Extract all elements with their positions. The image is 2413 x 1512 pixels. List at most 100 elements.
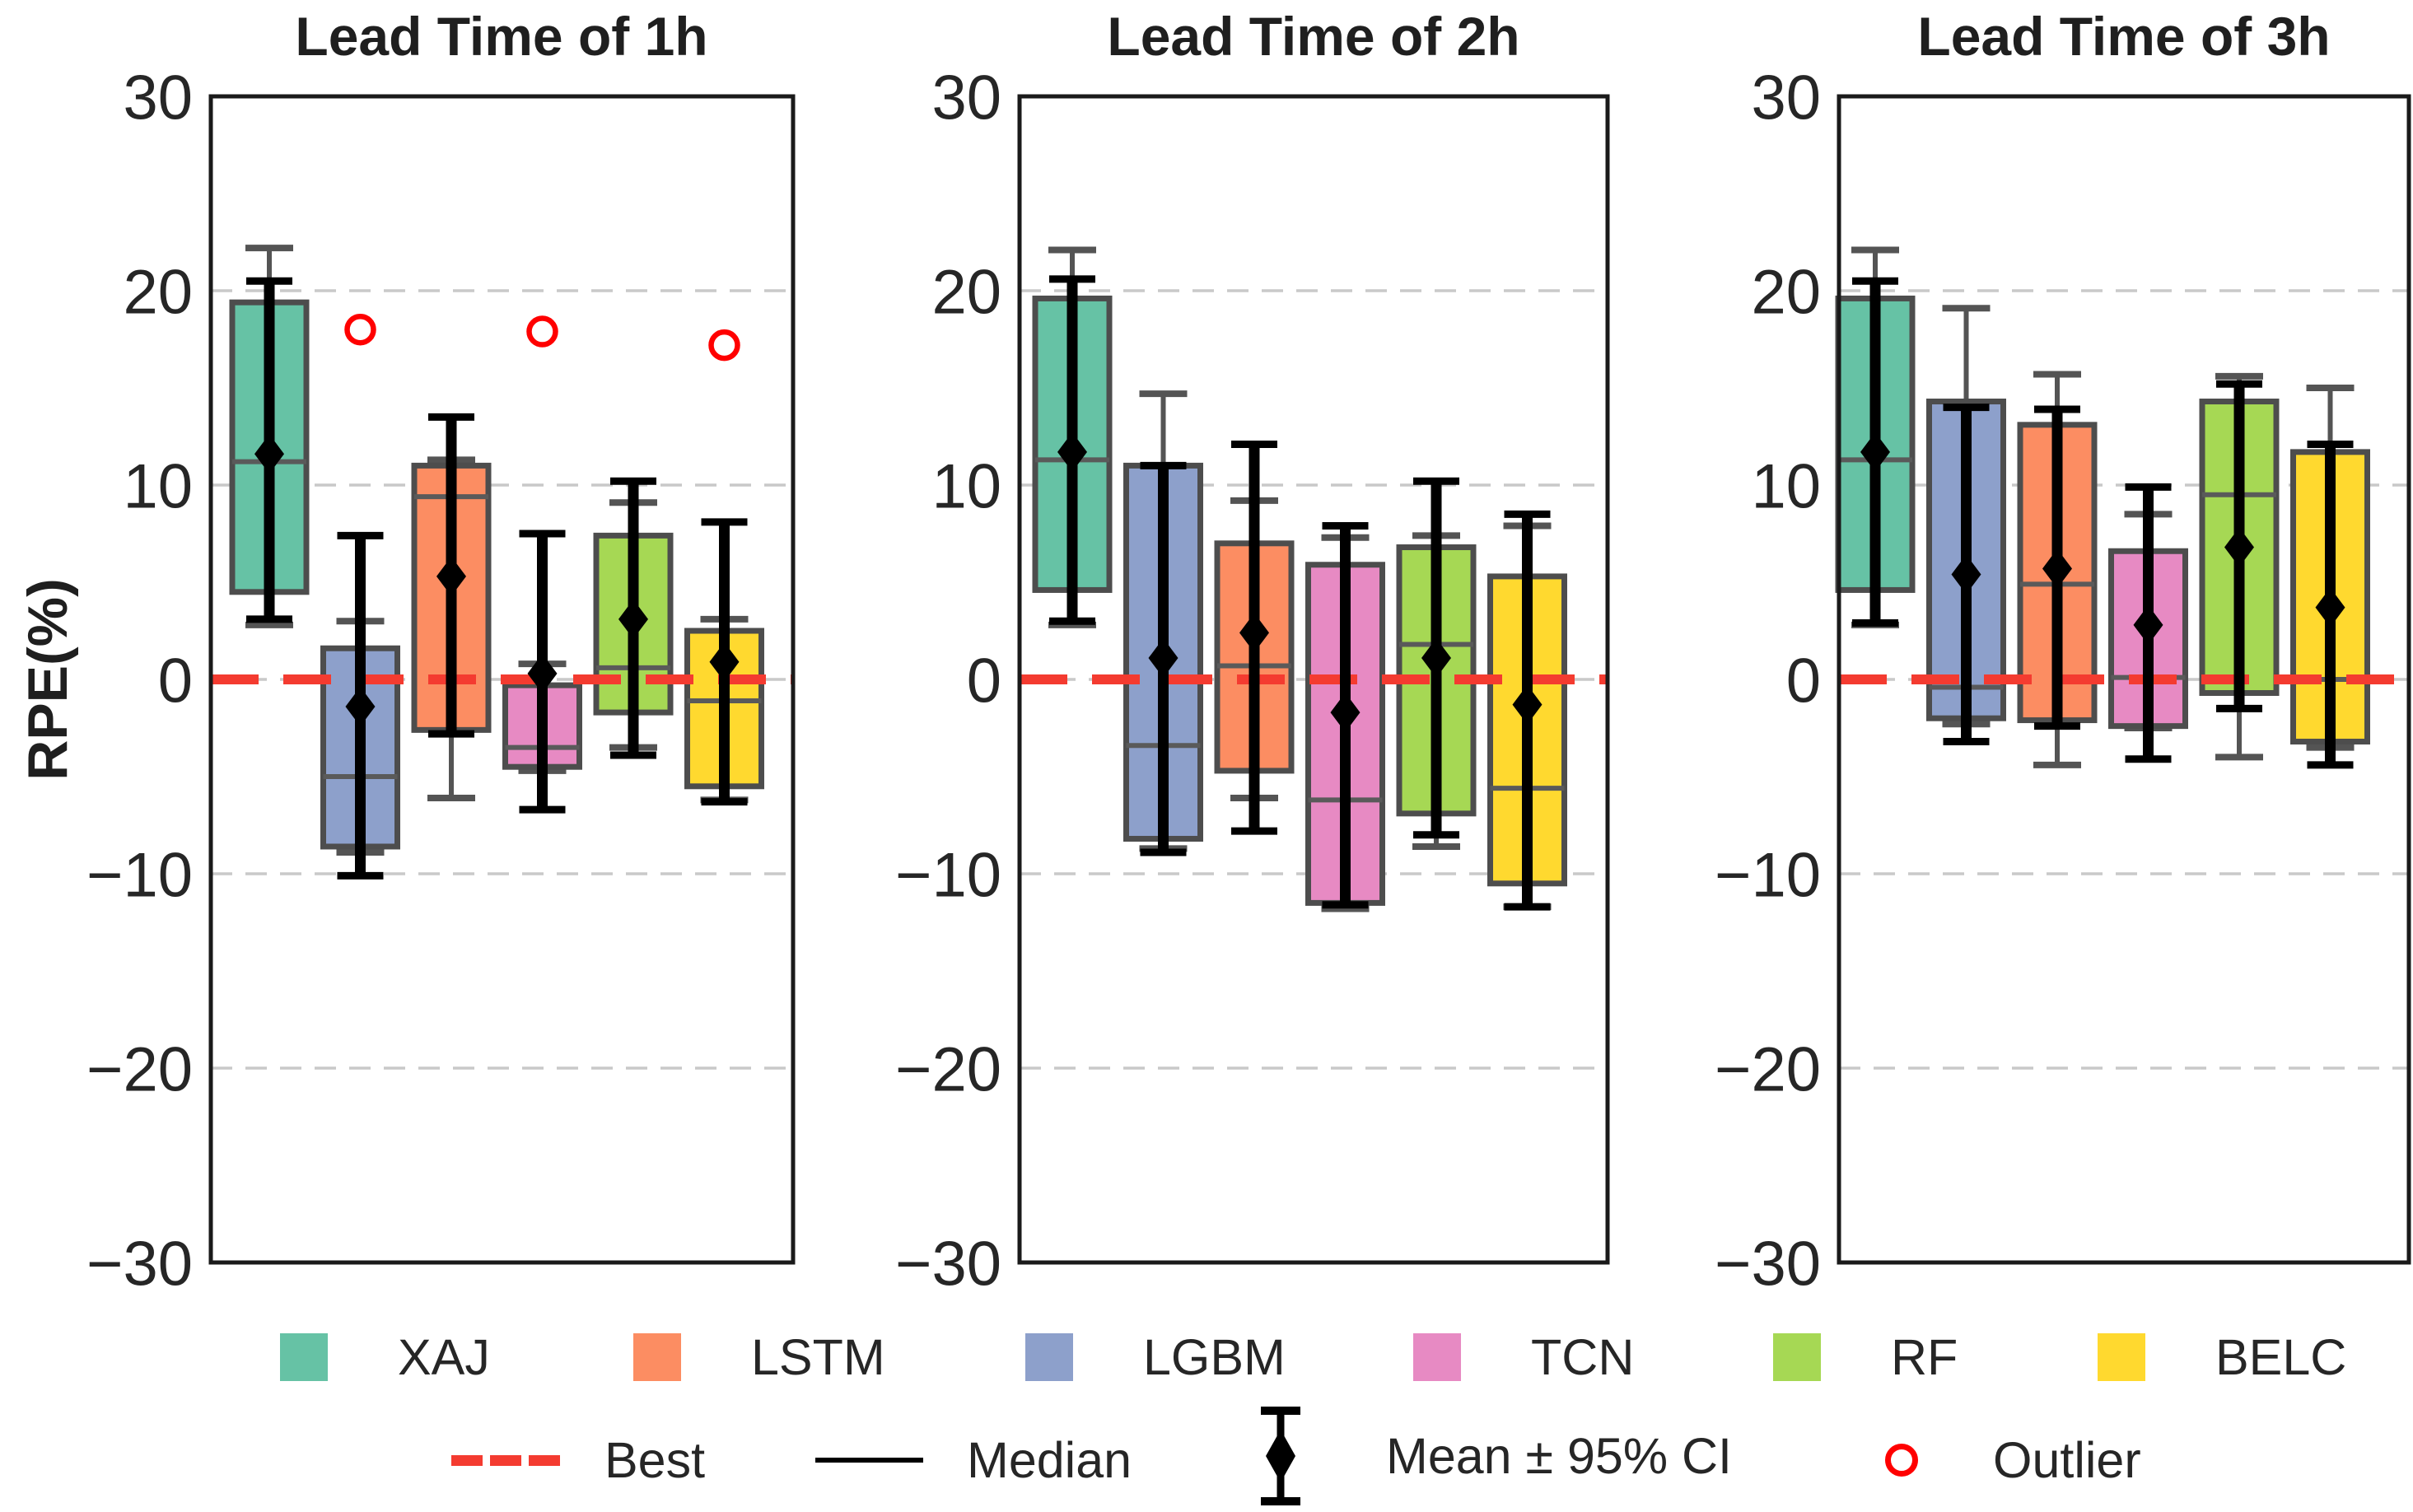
mean-diamond-LGBM (1951, 554, 1981, 595)
legend-label: LGBM (1143, 1329, 1286, 1385)
mean-diamond-LGBM (345, 687, 376, 727)
y-tick-label: 0 (1786, 646, 1821, 716)
mean-diamond-XAJ (1860, 432, 1890, 472)
subplot-title-3h: Lead Time of 3h (1917, 6, 2331, 67)
mean-ci-group-XAJ (246, 277, 292, 623)
legend-label: RF (1891, 1329, 1958, 1385)
y-tick-label: 0 (967, 646, 1001, 716)
y-tick-label: 10 (931, 451, 1001, 521)
subplot-3: 30 20 10 0 −10 −20 −30 (1715, 63, 2411, 1299)
legend-item-belc: BELC (2098, 1328, 2346, 1386)
y-tick-label: −20 (86, 1034, 193, 1104)
mean-ci-group-LSTM (428, 413, 474, 738)
mean-ci-group-LSTM (2034, 405, 2080, 730)
xaj-color-swatch (280, 1333, 328, 1381)
mean-diamond-LSTM (2042, 548, 2072, 589)
mean-ci-group-TCN (2125, 483, 2172, 763)
mean-ci-group-RF (2216, 380, 2262, 712)
mean-ci-group-LSTM (1231, 440, 1277, 835)
y-tick-label: 30 (931, 63, 1001, 133)
y-tick-label: 30 (123, 63, 193, 133)
legend-item-lstm: LSTM (633, 1328, 885, 1386)
mean-ci-group-BELC (701, 329, 748, 806)
y-tick-label: 20 (931, 257, 1001, 327)
lstm-color-swatch (633, 1333, 681, 1381)
y-tick-label: −10 (1715, 840, 1821, 910)
mean-diamond-BELC (709, 642, 740, 682)
mean-ci-group-LGBM (337, 313, 384, 880)
mean-diamond-BELC (2315, 587, 2345, 628)
mean-ci-group-RF (610, 477, 656, 759)
y-tick-label: −20 (895, 1034, 1001, 1104)
mean-diamond-RF (618, 599, 648, 639)
y-tick-label: 20 (1751, 257, 1821, 327)
y-tick-label: −30 (86, 1229, 193, 1299)
mean-diamond-XAJ (1057, 432, 1087, 472)
legend-item-mean-ci: Mean ± 95% CI (1256, 1400, 1732, 1512)
subplot-title-1h: Lead Time of 1h (295, 6, 708, 67)
mean-ci-icon (1256, 1402, 1305, 1510)
y-tick-label: −10 (895, 840, 1001, 910)
lgbm-color-swatch (1025, 1333, 1073, 1381)
legend-item-xaj: XAJ (280, 1328, 490, 1386)
legend-label: Mean ± 95% CI (1386, 1428, 1733, 1484)
outlier-icon (344, 313, 376, 346)
plot-border (1017, 94, 1610, 1265)
best-dashed-line-icon (451, 1454, 560, 1466)
outlier-icon (708, 329, 740, 362)
mean-diamond-TCN (1330, 693, 1361, 733)
y-tick-label: −30 (895, 1229, 1001, 1299)
mean-diamond-LSTM (1239, 613, 1269, 653)
mean-ci-group-LGBM (1943, 404, 1990, 746)
y-tick-label: 0 (158, 646, 193, 716)
mean-diamond-XAJ (254, 434, 284, 474)
legend-label: Median (967, 1432, 1132, 1488)
mean-ci-group-TCN (1322, 522, 1369, 909)
legend-item-best: Best (451, 1431, 705, 1489)
plot-border (208, 94, 796, 1265)
outlier-circle-icon (1885, 1444, 1918, 1477)
legend-label: LSTM (751, 1329, 885, 1385)
legend-item-outlier: Outlier (1885, 1431, 2141, 1489)
outlier-icon (526, 315, 558, 348)
legend-item-median: Median (815, 1431, 1132, 1489)
subplot-1: 30 20 10 0 −10 −20 −30 (86, 63, 796, 1299)
mean-ci-group-BELC (1504, 510, 1551, 911)
legend-label: XAJ (398, 1329, 490, 1385)
y-tick-label: −30 (1715, 1229, 1821, 1299)
legend-label: BELC (2215, 1329, 2347, 1385)
y-axis-label: RPE(%) (16, 578, 79, 781)
y-tick-label: 20 (123, 257, 193, 327)
mean-diamond-BELC (1512, 684, 1543, 725)
y-tick-label: −10 (86, 840, 193, 910)
legend-item-tcn: TCN (1413, 1328, 1634, 1386)
y-tick-label: −20 (1715, 1034, 1821, 1104)
legend-label: Best (604, 1432, 706, 1488)
legend-item-lgbm: LGBM (1025, 1328, 1286, 1386)
rf-color-swatch (1773, 1333, 1821, 1381)
mean-diamond-RF (2224, 527, 2254, 567)
plot-border (1837, 94, 2411, 1265)
subplot-title-2h: Lead Time of 2h (1107, 6, 1520, 67)
mean-ci-group-TCN (519, 315, 566, 814)
subplot-2: 30 20 10 0 −10 −20 −30 (895, 63, 1610, 1299)
mean-diamond-TCN (2133, 604, 2163, 645)
legend-item-rf: RF (1773, 1328, 1958, 1386)
mean-diamond-RF (1421, 638, 1451, 679)
median-line-icon (815, 1458, 923, 1463)
legend-label: Outlier (1993, 1432, 2141, 1488)
mean-ci-group-XAJ (1049, 275, 1095, 625)
y-tick-label: 10 (1751, 451, 1821, 521)
mean-ci-group-BELC (2307, 440, 2354, 769)
mean-ci-group-RF (1413, 477, 1459, 839)
y-tick-label: 10 (123, 451, 193, 521)
legend-label: TCN (1531, 1329, 1635, 1385)
tcn-color-swatch (1413, 1333, 1461, 1381)
belc-color-swatch (2098, 1333, 2145, 1381)
mean-diamond-LSTM (436, 556, 466, 596)
mean-diamond-TCN (527, 653, 558, 693)
mean-diamond-LGBM (1148, 638, 1178, 679)
mean-ci-group-LGBM (1140, 461, 1187, 856)
